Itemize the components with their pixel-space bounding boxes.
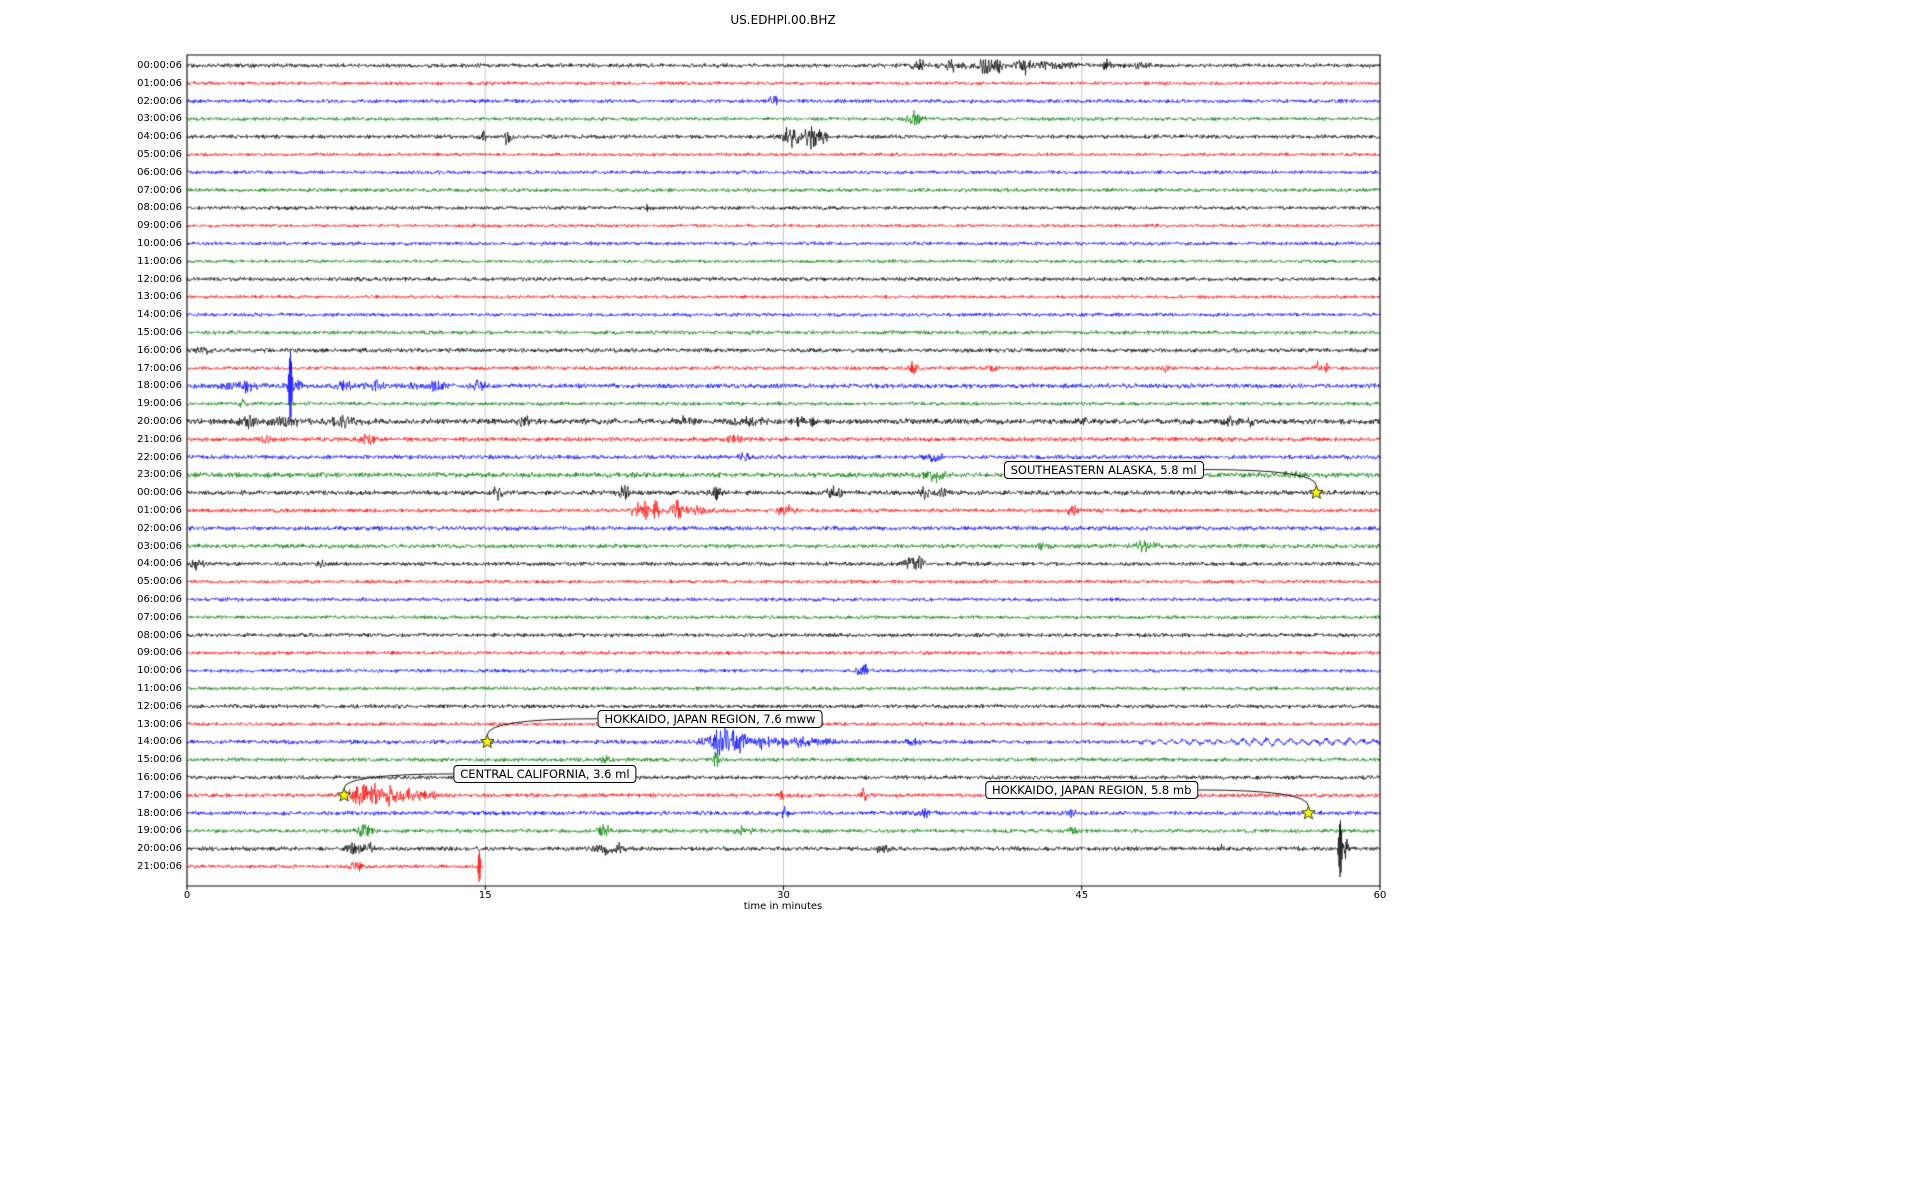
row-label: 11:00:06 [137,683,182,694]
x-tick-label: 60 [1373,890,1387,901]
row-label: 14:00:06 [137,309,182,321]
x-axis-label: time in minutes [743,901,823,912]
row-label: 03:00:06 [137,113,182,125]
row-label: 16:00:06 [137,772,182,783]
row-label: 08:00:06 [137,629,182,641]
row-label: 03:00:06 [137,540,182,552]
row-label: 00:00:06 [137,60,182,71]
row-label: 06:00:06 [137,594,182,605]
row-label: 15:00:06 [137,754,182,766]
row-label: 15:00:06 [137,327,182,338]
row-label: 05:00:06 [137,149,182,160]
x-tick-label: 45 [1075,890,1089,901]
row-label: 12:00:06 [137,700,182,712]
row-label: 16:00:06 [137,344,182,356]
row-label: 13:00:06 [137,718,182,730]
row-label: 02:00:06 [137,95,182,107]
row-label: 20:00:06 [137,843,182,855]
row-label: 07:00:06 [137,184,182,196]
row-label: 10:00:06 [137,665,182,677]
row-label: 21:00:06 [137,433,182,445]
row-label: 09:00:06 [137,647,182,659]
row-label: 19:00:06 [137,398,182,410]
row-label: 10:00:06 [137,238,182,249]
x-tick-label: 30 [777,890,790,901]
row-label: 17:00:06 [137,789,182,801]
row-label: 02:00:06 [137,522,182,534]
row-label: 04:00:06 [137,131,182,143]
row-label: 22:00:06 [137,451,182,463]
row-label: 18:00:06 [137,807,182,819]
event-annotation: HOKKAIDO, JAPAN REGION, 7.6 mww [597,709,823,728]
chart-title: US.EDHPI.00.BHZ [730,13,836,27]
row-label: 12:00:06 [137,273,182,285]
row-label: 23:00:06 [137,469,182,481]
row-label: 21:00:06 [137,861,182,872]
row-label: 05:00:06 [137,576,182,588]
row-label: 14:00:06 [137,736,182,748]
row-label: 17:00:06 [137,362,182,374]
row-label: 04:00:06 [137,558,182,570]
row-label: 09:00:06 [137,220,182,232]
row-label: 20:00:06 [137,416,182,427]
row-label: 19:00:06 [137,825,182,837]
row-label: 07:00:06 [137,611,182,623]
event-annotation: SOUTHEASTERN ALASKA, 5.8 ml [1003,460,1204,479]
event-annotation: CENTRAL CALIFORNIA, 3.6 ml [453,764,637,783]
row-label: 13:00:06 [137,291,182,303]
row-label: 06:00:06 [137,166,182,178]
row-label: 11:00:06 [137,255,182,267]
row-label: 18:00:06 [137,380,182,392]
row-label: 00:00:06 [137,487,182,499]
row-label: 01:00:06 [137,77,182,89]
row-label: 08:00:06 [137,202,182,214]
x-tick-label: 15 [478,890,492,901]
row-label: 01:00:06 [137,505,182,516]
x-tick-label: 0 [183,890,191,901]
event-annotation: HOKKAIDO, JAPAN REGION, 5.8 mb [984,780,1199,799]
